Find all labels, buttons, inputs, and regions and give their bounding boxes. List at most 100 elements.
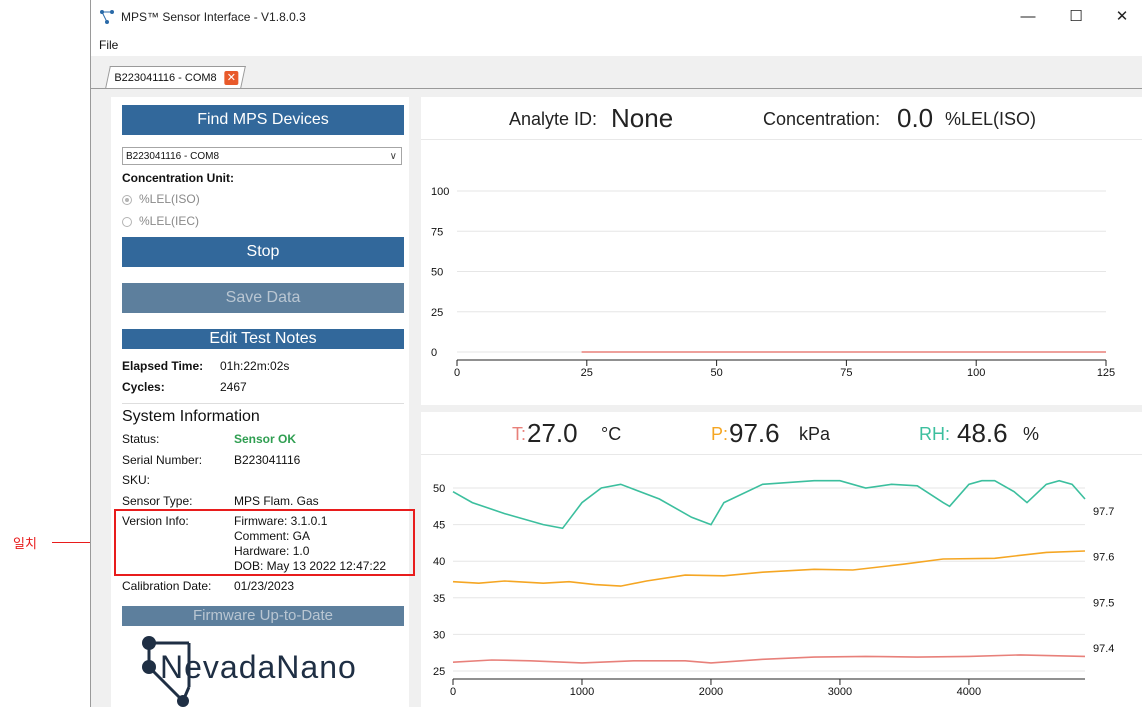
series-line [452, 550, 1086, 587]
x-tick-label: 75 [840, 367, 852, 379]
cycles-value: 2467 [220, 380, 247, 394]
environment-chart: 25 30 35 40 45 50 0 1000 2000 3000 4000 97.4 97.5 97.… [433, 479, 1114, 698]
logo-text: NevadaNano [160, 649, 357, 685]
title-bar[interactable]: MPS™ Sensor Interface - V1.8.0.3 — ☐ ✕ [91, 0, 1142, 34]
concentration-chart-panel: Analyte ID: None Concentration: 0.0 %LEL… [421, 97, 1142, 405]
system-information-title: System Information [122, 408, 260, 425]
version-info-label: Version Info: [122, 514, 189, 528]
content-area: Find MPS Devices B223041116 - COM8 ∨ Con… [91, 88, 1142, 707]
y2-tick-label: 97.6 [1093, 552, 1114, 564]
x-tick-label: 3000 [828, 686, 852, 698]
sensor-type-value: MPS Flam. Gas [234, 494, 319, 508]
sku-label: SKU: [122, 473, 151, 487]
cycles-label: Cycles: [122, 380, 165, 394]
x-tick-label: 125 [1097, 367, 1115, 379]
unit-iso-radio[interactable] [122, 195, 132, 205]
y2-tick-label: 97.4 [1093, 643, 1114, 655]
concentration-chart: 0 25 50 75 100 0 25 50 75 100 125 [431, 186, 1115, 379]
concentration-unit-label: Concentration Unit: [122, 171, 234, 185]
firmware-status-button[interactable]: Firmware Up-to-Date [122, 606, 404, 626]
stop-button[interactable]: Stop [122, 237, 404, 267]
y-tick-label: 40 [433, 556, 445, 568]
minimize-button[interactable]: — [1020, 8, 1036, 25]
y-tick-label: 50 [431, 267, 443, 279]
environment-chart-panel: T: 27.0 °C P: 97.6 kPa RH: 48.6 % 25 30 35… [421, 412, 1142, 707]
environment-header: T: 27.0 °C P: 97.6 kPa RH: 48.6 % [421, 412, 1142, 455]
dob-value: DOB: May 13 2022 12:47:22 [234, 559, 387, 573]
elapsed-time-label: Elapsed Time: [122, 359, 204, 373]
temperature-value: 27.0 [527, 418, 578, 448]
annotation-arrow-line [52, 542, 104, 543]
chevron-down-icon: ∨ [389, 151, 397, 162]
y2-tick-label: 97.7 [1093, 506, 1114, 518]
x-tick-label: 4000 [957, 686, 981, 698]
x-tick-label: 0 [454, 367, 460, 379]
temperature-unit: °C [601, 424, 622, 444]
unit-iec-label: %LEL(IEC) [139, 214, 200, 228]
tab-device-label: B223041116 - COM8 [114, 72, 217, 84]
menu-file[interactable]: File [99, 38, 119, 52]
pressure-label: P: [711, 424, 729, 444]
humidity-label: RH: [919, 424, 950, 444]
firmware-version: Firmware: 3.1.0.1 [234, 514, 328, 528]
device-select-value: B223041116 - COM8 [126, 151, 220, 162]
humidity-value: 48.6 [957, 418, 1008, 448]
nevadanano-logo: NevadaNano [139, 631, 399, 707]
divider [122, 403, 404, 404]
unit-iso-label: %LEL(ISO) [139, 192, 200, 206]
window-title: MPS™ Sensor Interface - V1.8.0.3 [121, 10, 306, 24]
tab-strip: B223041116 - COM8 ✕ [91, 56, 1142, 90]
maximize-button[interactable]: ☐ [1069, 8, 1083, 25]
serial-number-label: Serial Number: [122, 453, 203, 467]
x-tick-label: 50 [710, 367, 722, 379]
y-tick-label: 25 [433, 666, 445, 678]
sensor-type-label: Sensor Type: [122, 494, 193, 508]
y-tick-label: 50 [433, 483, 445, 495]
concentration-unit: %LEL(ISO) [945, 109, 1037, 129]
app-window: MPS™ Sensor Interface - V1.8.0.3 — ☐ ✕ F… [90, 0, 1142, 707]
series-line [452, 479, 1086, 530]
menu-bar: File [91, 34, 1142, 56]
y-tick-label: 0 [431, 347, 437, 359]
annotation-label: 일치 [13, 536, 37, 551]
y2-tick-label: 97.5 [1093, 597, 1114, 609]
status-label: Status: [122, 432, 160, 446]
version-info-highlight [114, 509, 415, 576]
edit-test-notes-button[interactable]: Edit Test Notes [122, 329, 404, 349]
calibration-date-value: 01/23/2023 [234, 579, 295, 593]
x-tick-label: 0 [450, 686, 456, 698]
elapsed-time-value: 01h:22m:02s [220, 359, 290, 373]
y-tick-label: 75 [431, 226, 443, 238]
x-tick-label: 1000 [570, 686, 594, 698]
y-tick-label: 35 [433, 593, 445, 605]
y-tick-label: 45 [433, 520, 445, 532]
device-select[interactable]: B223041116 - COM8 ∨ [122, 147, 402, 165]
humidity-unit: % [1023, 424, 1040, 444]
tab-device[interactable]: B223041116 - COM8 ✕ [105, 66, 247, 89]
analyte-label: Analyte ID: [509, 109, 598, 129]
y-tick-label: 25 [431, 307, 443, 319]
pressure-unit: kPa [799, 424, 831, 444]
unit-iec-radio[interactable] [122, 217, 132, 227]
comment-value: Comment: GA [234, 529, 311, 543]
serial-number-value: B223041116 [234, 453, 301, 467]
hardware-version: Hardware: 1.0 [234, 544, 310, 558]
concentration-label: Concentration: [763, 109, 881, 129]
save-data-button[interactable]: Save Data [122, 283, 404, 313]
concentration-value: 0.0 [897, 103, 934, 133]
control-panel: Find MPS Devices B223041116 - COM8 ∨ Con… [111, 97, 409, 707]
x-tick-label: 100 [967, 367, 985, 379]
temperature-label: T: [512, 424, 527, 444]
find-devices-button[interactable]: Find MPS Devices [122, 105, 404, 135]
y-tick-label: 30 [433, 629, 445, 641]
analyte-value: None [611, 103, 674, 133]
y-tick-label: 100 [431, 186, 449, 198]
app-icon [100, 10, 114, 24]
series-line [452, 654, 1086, 664]
calibration-date-label: Calibration Date: [122, 579, 212, 593]
tab-close-icon[interactable]: ✕ [224, 71, 239, 85]
x-tick-label: 25 [581, 367, 593, 379]
status-badge: Sensor OK [234, 432, 297, 446]
close-button[interactable]: ✕ [1115, 8, 1129, 25]
concentration-header: Analyte ID: None Concentration: 0.0 %LEL… [421, 97, 1142, 140]
